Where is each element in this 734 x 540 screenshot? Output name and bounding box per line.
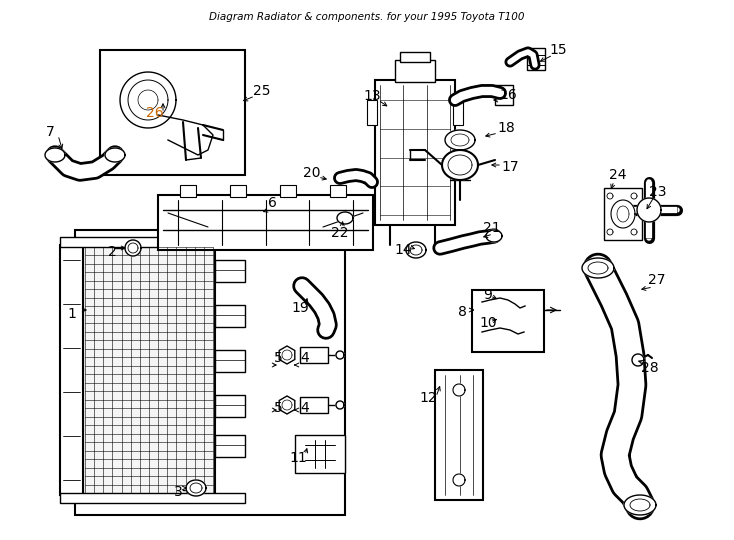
Text: 13: 13 <box>363 89 381 103</box>
Bar <box>300 397 328 413</box>
Bar <box>100 50 245 175</box>
Text: 21: 21 <box>483 221 501 235</box>
Polygon shape <box>186 480 206 496</box>
Text: 11: 11 <box>289 451 307 465</box>
Text: 6: 6 <box>268 196 277 210</box>
Bar <box>367 100 377 125</box>
Text: 8: 8 <box>457 305 466 319</box>
Text: 19: 19 <box>291 301 309 315</box>
Bar <box>215 305 245 327</box>
Text: 4: 4 <box>301 351 309 365</box>
Text: 15: 15 <box>549 43 567 57</box>
Text: 9: 9 <box>484 288 493 302</box>
Polygon shape <box>105 148 125 162</box>
Bar <box>280 185 296 197</box>
Bar <box>75 230 345 515</box>
Polygon shape <box>453 384 465 396</box>
Bar <box>60 493 245 503</box>
Polygon shape <box>406 242 426 258</box>
Text: 20: 20 <box>303 166 321 180</box>
Text: 28: 28 <box>642 361 659 375</box>
Bar <box>330 185 346 197</box>
Bar <box>215 350 245 372</box>
Text: 25: 25 <box>253 84 271 98</box>
Bar <box>295 435 345 473</box>
Polygon shape <box>486 230 502 242</box>
Polygon shape <box>624 495 656 515</box>
Polygon shape <box>336 401 344 409</box>
Text: 24: 24 <box>609 168 627 182</box>
Text: 23: 23 <box>650 185 666 199</box>
Bar <box>215 260 245 282</box>
Text: 16: 16 <box>499 88 517 102</box>
Polygon shape <box>138 90 158 110</box>
Polygon shape <box>125 240 141 256</box>
Text: 4: 4 <box>301 401 309 415</box>
Text: 22: 22 <box>331 226 349 240</box>
Polygon shape <box>445 130 475 150</box>
Polygon shape <box>442 150 478 180</box>
Text: 17: 17 <box>501 160 519 174</box>
Bar <box>215 395 245 417</box>
Bar <box>527 48 545 70</box>
Bar <box>375 80 455 225</box>
Text: 1: 1 <box>68 307 76 321</box>
Polygon shape <box>279 396 295 414</box>
Polygon shape <box>337 212 353 224</box>
Text: 18: 18 <box>497 121 515 135</box>
Bar <box>495 85 513 105</box>
Text: 27: 27 <box>648 273 666 287</box>
Text: 14: 14 <box>394 243 412 257</box>
Polygon shape <box>632 354 644 366</box>
Bar <box>83 245 215 495</box>
Text: 5: 5 <box>274 351 283 365</box>
Bar <box>215 435 245 457</box>
Bar <box>180 185 196 197</box>
Polygon shape <box>582 258 614 278</box>
Bar <box>435 370 483 500</box>
Bar <box>300 347 328 363</box>
Bar <box>604 188 642 240</box>
Bar <box>60 237 245 247</box>
Text: 5: 5 <box>274 401 283 415</box>
Bar <box>472 290 544 352</box>
Text: 2: 2 <box>108 245 117 259</box>
Text: 3: 3 <box>174 485 182 499</box>
Polygon shape <box>45 148 65 162</box>
Text: Diagram Radiator & components. for your 1995 Toyota T100: Diagram Radiator & components. for your … <box>209 12 525 22</box>
Text: 12: 12 <box>419 391 437 405</box>
Text: 10: 10 <box>479 316 497 330</box>
Text: 26: 26 <box>146 106 164 120</box>
Text: 7: 7 <box>46 125 54 139</box>
Polygon shape <box>279 346 295 364</box>
Bar <box>230 185 246 197</box>
Bar <box>60 245 83 495</box>
Bar <box>400 52 430 62</box>
Polygon shape <box>637 198 661 222</box>
Polygon shape <box>336 351 344 359</box>
Bar <box>453 100 463 125</box>
Polygon shape <box>453 474 465 486</box>
Bar <box>158 195 373 250</box>
Polygon shape <box>611 200 635 228</box>
Bar <box>395 60 435 82</box>
